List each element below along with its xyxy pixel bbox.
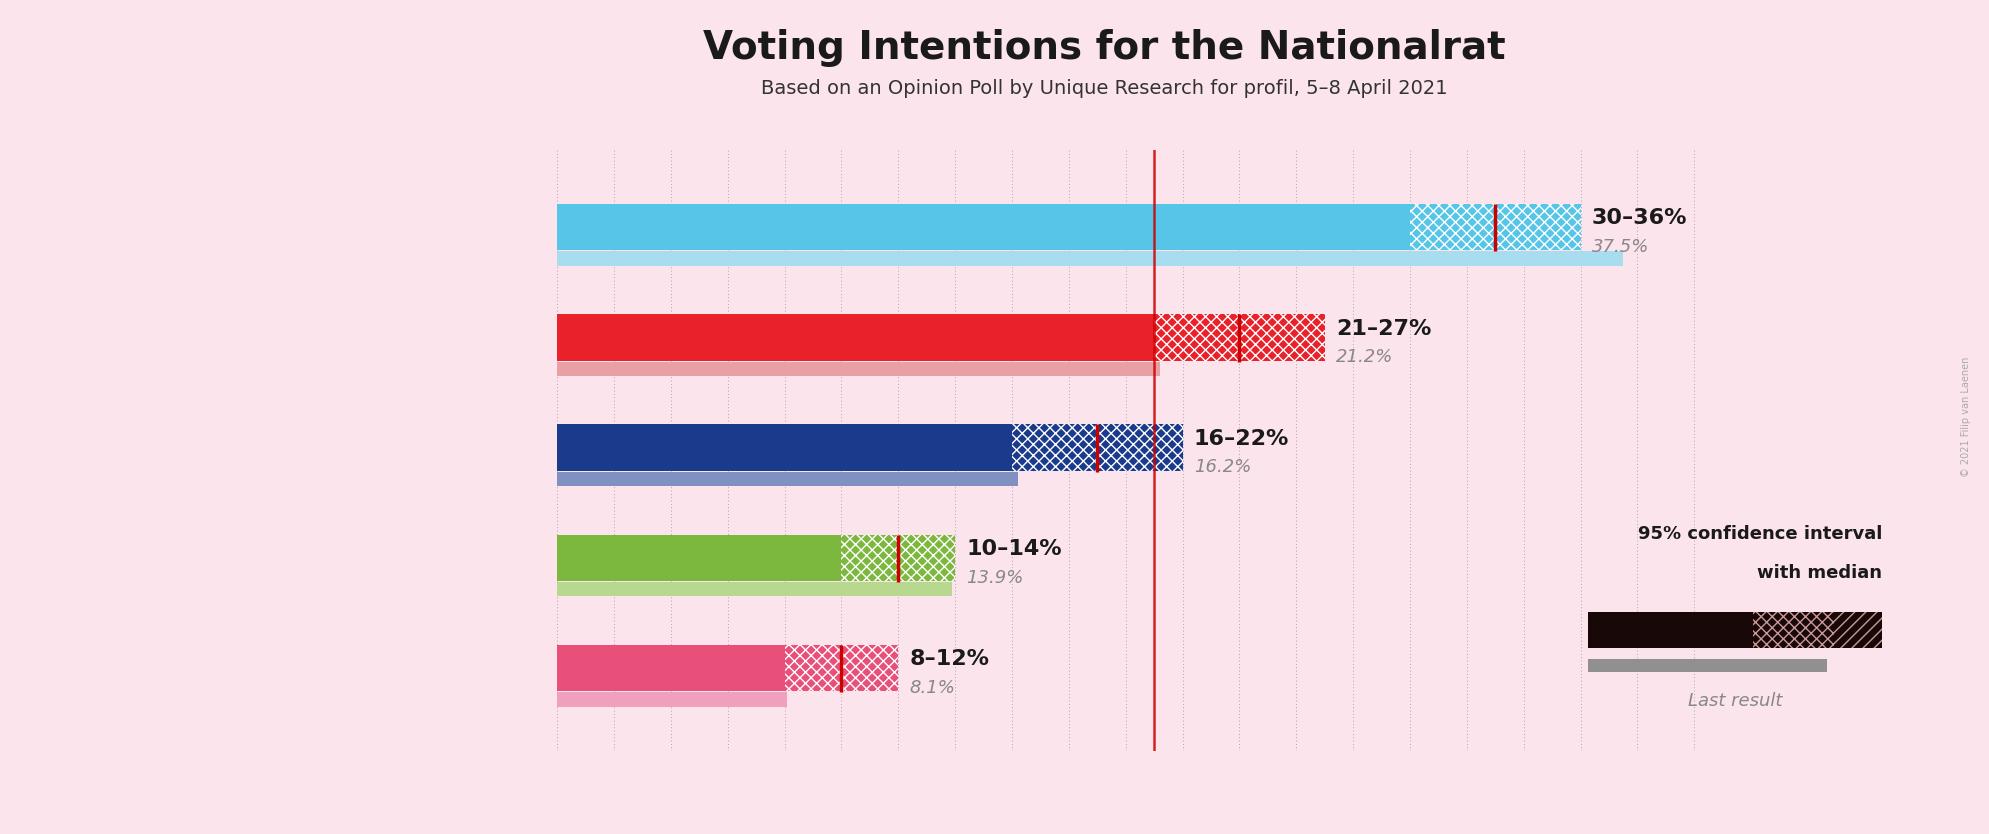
- Bar: [557, 425, 1012, 470]
- Text: Last result: Last result: [1687, 692, 1780, 711]
- Text: 13.9%: 13.9%: [967, 569, 1024, 586]
- Bar: [557, 204, 1410, 250]
- Bar: [557, 472, 1016, 486]
- Text: Voting Intentions for the Nationalrat: Voting Intentions for the Nationalrat: [702, 29, 1506, 68]
- Bar: [1834, 612, 1882, 647]
- Text: 95% confidence interval: 95% confidence interval: [1637, 525, 1882, 544]
- Bar: [557, 252, 1623, 266]
- Text: 21–27%: 21–27%: [1335, 319, 1430, 339]
- Bar: [557, 314, 1154, 360]
- Text: © 2021 Filip van Laenen: © 2021 Filip van Laenen: [1959, 357, 1971, 477]
- Text: 8–12%: 8–12%: [909, 649, 989, 669]
- Bar: [557, 645, 784, 691]
- Bar: [784, 645, 897, 691]
- Bar: [1587, 612, 1752, 647]
- Bar: [841, 535, 955, 581]
- Text: 10–14%: 10–14%: [967, 539, 1062, 559]
- Text: 16.2%: 16.2%: [1193, 459, 1251, 476]
- Text: 8.1%: 8.1%: [909, 679, 955, 696]
- Text: with median: with median: [1756, 564, 1882, 582]
- Bar: [1587, 659, 1826, 672]
- Bar: [557, 692, 788, 706]
- Bar: [1154, 314, 1325, 360]
- Text: 21.2%: 21.2%: [1335, 349, 1392, 366]
- Text: Based on an Opinion Poll by Unique Research for profil, 5–8 April 2021: Based on an Opinion Poll by Unique Resea…: [760, 79, 1448, 98]
- Bar: [1012, 425, 1181, 470]
- Bar: [557, 535, 841, 581]
- Text: 16–22%: 16–22%: [1193, 429, 1289, 449]
- Bar: [557, 362, 1160, 376]
- Text: 30–36%: 30–36%: [1591, 208, 1687, 229]
- Bar: [1752, 612, 1834, 647]
- Text: 37.5%: 37.5%: [1591, 238, 1649, 256]
- Bar: [1410, 204, 1579, 250]
- Bar: [557, 582, 953, 596]
